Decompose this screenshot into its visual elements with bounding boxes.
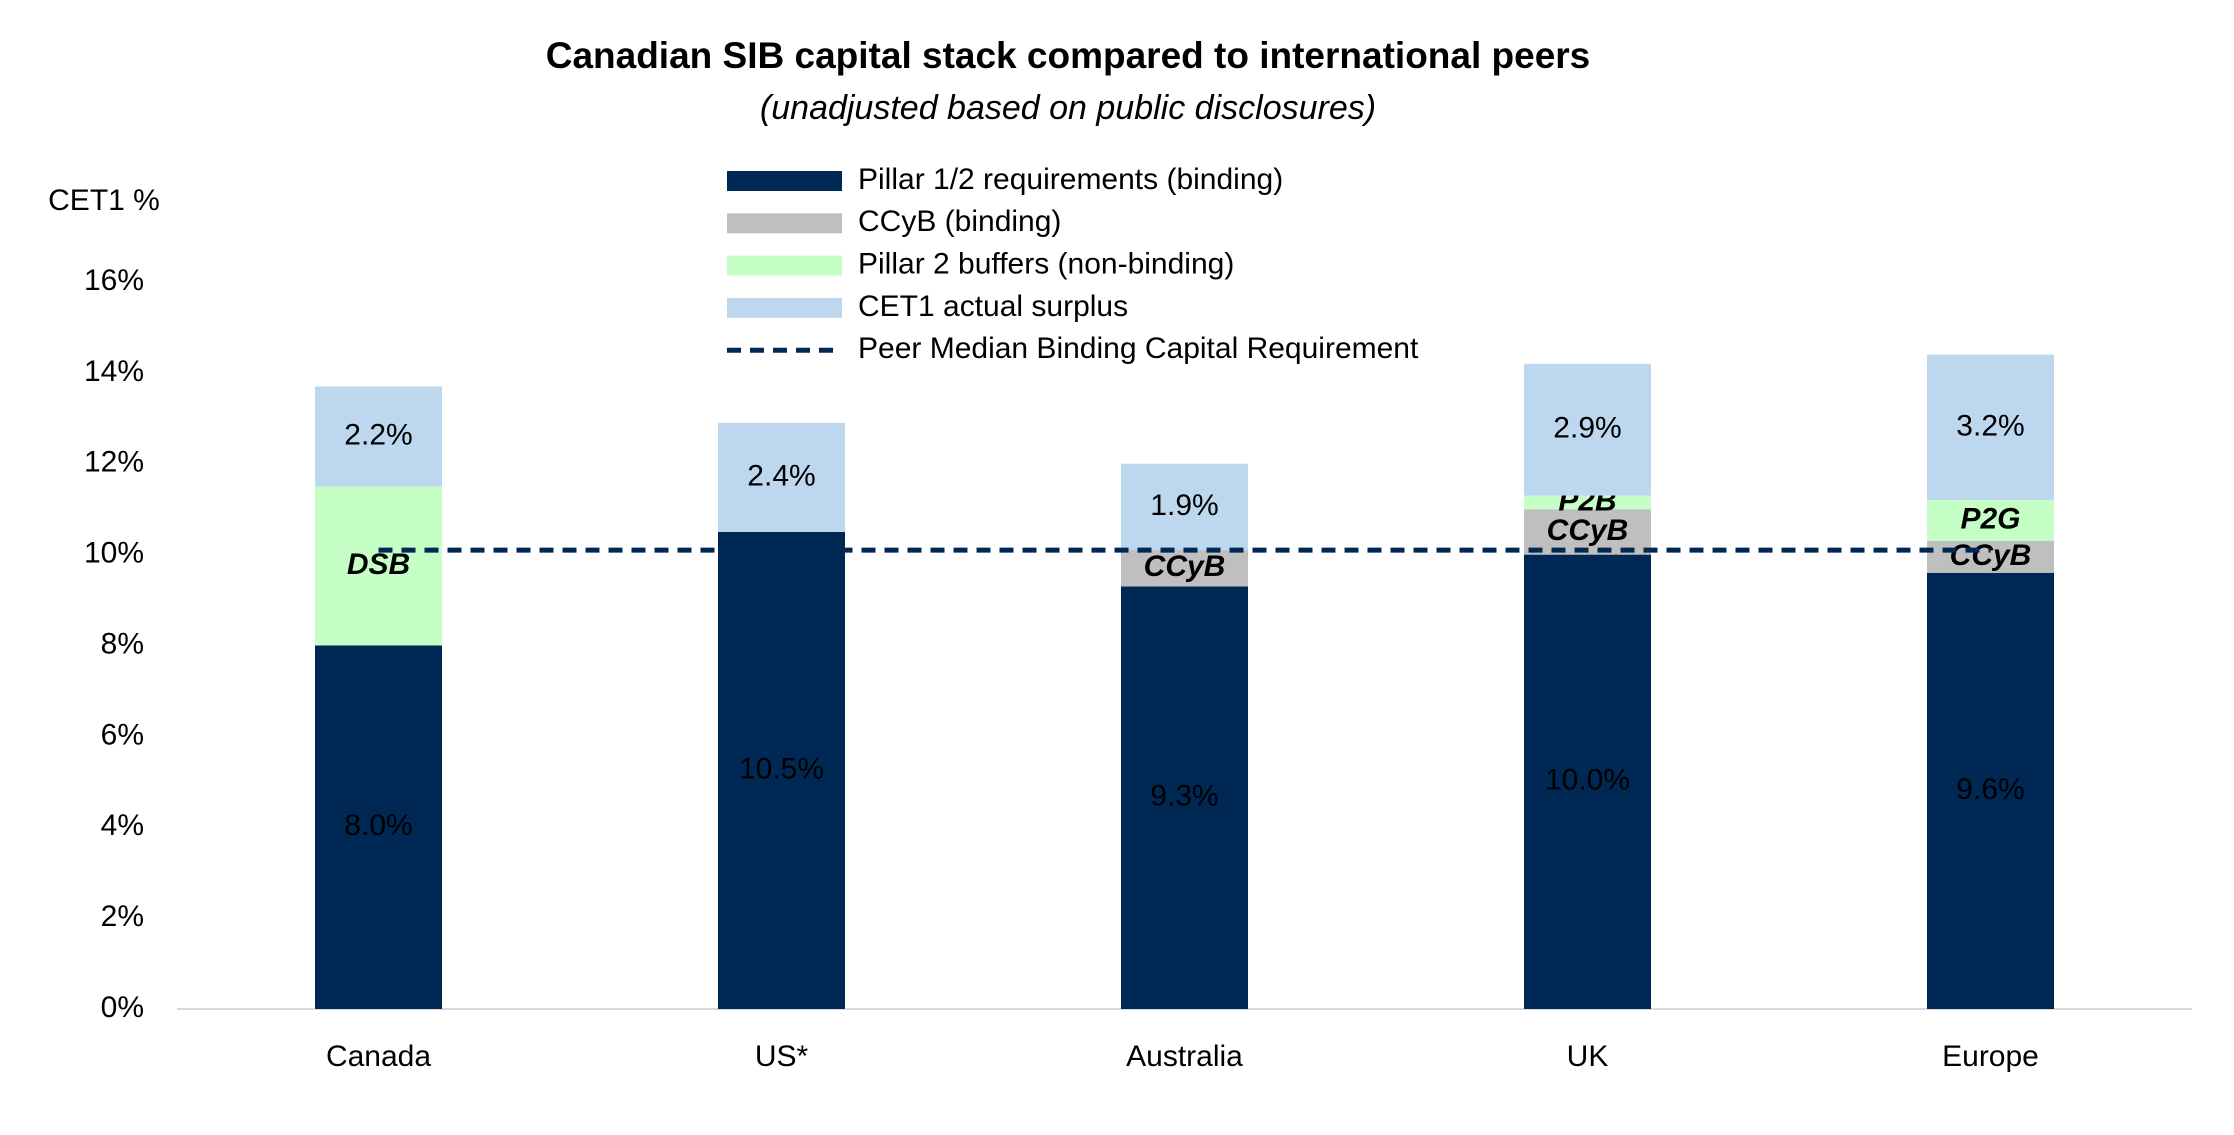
bar-segment <box>315 386 442 487</box>
bar-segment <box>1927 500 2054 541</box>
data-label: CCyB <box>1144 550 1226 583</box>
legend-swatch <box>727 213 842 234</box>
y-tick-label: 0% <box>101 991 144 1024</box>
data-label: 2.9% <box>1553 412 1621 445</box>
x-tick-label: Canada <box>326 1040 431 1073</box>
data-label: 3.2% <box>1956 409 2024 442</box>
legend-swatch <box>727 171 842 191</box>
bar-segment <box>1121 463 1248 551</box>
y-tick-label: 16% <box>84 264 144 297</box>
data-label: DSB <box>347 548 410 581</box>
bar-segment <box>1524 363 1651 496</box>
data-label: 9.3% <box>1150 780 1218 813</box>
data-label: 10.0% <box>1545 764 1630 797</box>
y-tick-label: 6% <box>101 718 144 751</box>
legend-swatch <box>727 297 842 318</box>
data-label: P2G <box>1960 502 2020 535</box>
y-tick-label: 12% <box>84 446 144 479</box>
bar-segment <box>1524 495 1651 510</box>
bar-segment <box>1927 354 2054 501</box>
legend-label: CET1 actual surplus <box>858 290 1128 323</box>
data-label: CCyB <box>1950 539 2032 572</box>
bar-segment <box>1927 540 2054 573</box>
bar-segment <box>718 531 845 1009</box>
legend-label: Pillar 1/2 requirements (binding) <box>858 163 1283 196</box>
legend-label: Peer Median Binding Capital Requirement <box>858 332 1419 365</box>
bar-segment <box>1524 509 1651 555</box>
data-label: 2.2% <box>344 418 412 451</box>
chart-title: Canadian SIB capital stack compared to i… <box>546 35 1591 76</box>
bar-segment <box>1121 550 1248 587</box>
data-label: 10.5% <box>739 752 824 785</box>
data-label: CCyB <box>1547 514 1629 547</box>
bar-segment <box>1927 572 2054 1009</box>
chart-subtitle: (unadjusted based on public disclosures) <box>760 89 1376 127</box>
y-tick-label: 8% <box>101 627 144 660</box>
legend-swatch <box>727 255 842 276</box>
data-label: 8.0% <box>344 809 412 842</box>
x-tick-label: Europe <box>1942 1040 2039 1073</box>
bar-segment <box>1121 586 1248 1009</box>
data-label: 1.9% <box>1150 489 1218 522</box>
y-tick-label: 14% <box>84 355 144 388</box>
x-tick-label: US* <box>755 1040 809 1073</box>
data-label: 2.4% <box>747 459 815 492</box>
bar-segment <box>1524 554 1651 1009</box>
y-tick-label: 10% <box>84 537 144 570</box>
y-tick-label: 4% <box>101 809 144 842</box>
bar-segment <box>315 486 442 646</box>
y-axis-label: CET1 % <box>48 184 160 217</box>
bar-segment <box>718 422 845 532</box>
bar-segment <box>315 645 442 1009</box>
legend-label: CCyB (binding) <box>858 205 1061 238</box>
data-label: 9.6% <box>1956 773 2024 806</box>
y-tick-label: 2% <box>101 900 144 933</box>
legend-label: Pillar 2 buffers (non-binding) <box>858 248 1234 281</box>
x-tick-label: UK <box>1567 1040 1609 1073</box>
x-tick-label: Australia <box>1126 1040 1243 1073</box>
